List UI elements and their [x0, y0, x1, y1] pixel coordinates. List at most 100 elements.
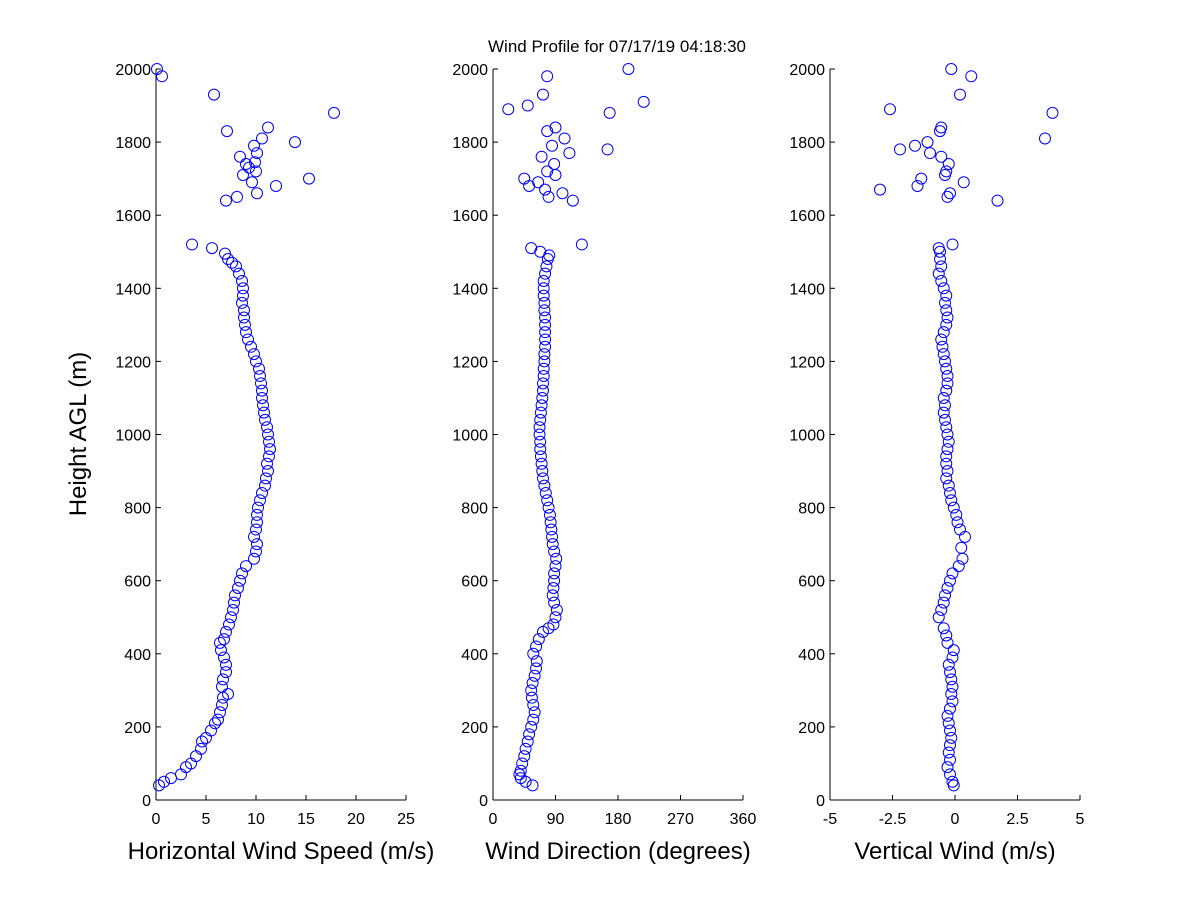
data-point — [527, 713, 540, 726]
data-point — [924, 147, 936, 160]
data-point — [944, 768, 956, 781]
data-point — [547, 582, 560, 595]
y-tick-label: 600 — [798, 574, 825, 591]
data-point — [937, 282, 950, 295]
data-point — [261, 457, 273, 470]
data-point — [248, 552, 260, 565]
data-point — [156, 70, 168, 83]
data-point — [539, 267, 552, 280]
data-point — [945, 494, 958, 507]
data-point — [548, 567, 561, 580]
data-point — [328, 106, 340, 119]
y-tick-label: 400 — [798, 647, 825, 664]
x-tick-label: 0 — [951, 811, 960, 828]
data-point — [534, 435, 547, 448]
data-point — [535, 457, 548, 470]
data-point — [537, 370, 550, 383]
data-point — [539, 326, 552, 339]
data-point — [935, 333, 948, 346]
x-tick-label: -2.5 — [879, 811, 907, 828]
data-point — [303, 172, 315, 185]
data-point — [231, 190, 243, 203]
data-point — [222, 253, 234, 266]
data-point — [940, 384, 953, 397]
data-point — [525, 684, 538, 697]
data-point — [957, 176, 970, 189]
data-point — [240, 560, 252, 573]
data-point — [941, 465, 954, 478]
data-point — [538, 348, 551, 361]
data-point — [216, 698, 228, 711]
data-point — [940, 450, 953, 463]
data-point — [261, 421, 273, 434]
data-point — [884, 103, 896, 116]
data-point — [248, 348, 260, 361]
y-tick-label: 0 — [816, 793, 825, 810]
data-point — [935, 274, 948, 287]
data-point — [242, 333, 254, 346]
data-point — [941, 582, 954, 595]
data-point — [248, 530, 260, 543]
data-point — [226, 256, 238, 269]
data-point — [195, 742, 207, 755]
data-point — [270, 179, 282, 192]
data-point — [526, 677, 539, 690]
data-point — [534, 443, 547, 456]
data-point — [944, 702, 956, 715]
data-point — [252, 501, 264, 514]
data-point — [932, 242, 945, 255]
data-point — [537, 384, 549, 397]
data-point — [937, 348, 950, 361]
data-points — [874, 63, 1059, 792]
data-point — [240, 326, 252, 339]
data-point — [563, 147, 576, 160]
data-point — [945, 673, 958, 686]
y-tick-label: 600 — [124, 574, 151, 591]
data-point — [940, 421, 953, 434]
x-tick-label: 180 — [605, 811, 632, 828]
data-point — [245, 340, 257, 353]
x-tick-label: 0 — [152, 811, 161, 828]
y-tick-label: 1000 — [115, 428, 151, 445]
panel-2: 0 200 400 600 800 1000 1200 1400 1600 1800 2000 0 90… — [452, 62, 756, 865]
data-point — [238, 304, 250, 317]
data-point — [544, 516, 557, 529]
data-point — [941, 636, 954, 649]
y-tick-label: 400 — [461, 647, 488, 664]
y-tick-label: 1400 — [115, 281, 151, 298]
data-point — [941, 370, 954, 383]
data-point — [950, 508, 963, 521]
data-point — [575, 238, 588, 251]
panel-1: 0 200 400 600 800 1000 1200 1400 1600 1800 2000 0 5 1… — [115, 62, 434, 865]
y-tick-label: 1600 — [452, 208, 488, 225]
data-point — [541, 70, 554, 83]
data-point — [205, 724, 217, 737]
data-point — [250, 523, 262, 536]
data-point — [940, 318, 953, 331]
data-point — [538, 479, 551, 492]
data-point — [217, 673, 229, 686]
data-point — [1039, 132, 1051, 145]
data-point — [222, 688, 234, 701]
data-point — [536, 465, 549, 478]
data-point — [229, 589, 241, 602]
data-point — [256, 486, 268, 499]
data-point — [254, 494, 266, 507]
data-point — [542, 501, 555, 514]
data-point — [250, 355, 262, 368]
data-point — [954, 88, 966, 101]
data-point — [944, 739, 956, 752]
data-point — [944, 753, 956, 766]
data-point — [935, 603, 948, 616]
data-point — [262, 465, 274, 478]
data-point — [165, 772, 177, 785]
data-point — [603, 106, 616, 119]
data-point — [538, 355, 551, 368]
data-point — [256, 384, 268, 397]
y-tick-label: 1600 — [115, 208, 151, 225]
data-point — [550, 552, 563, 565]
data-point — [232, 582, 244, 595]
data-point — [256, 391, 268, 404]
